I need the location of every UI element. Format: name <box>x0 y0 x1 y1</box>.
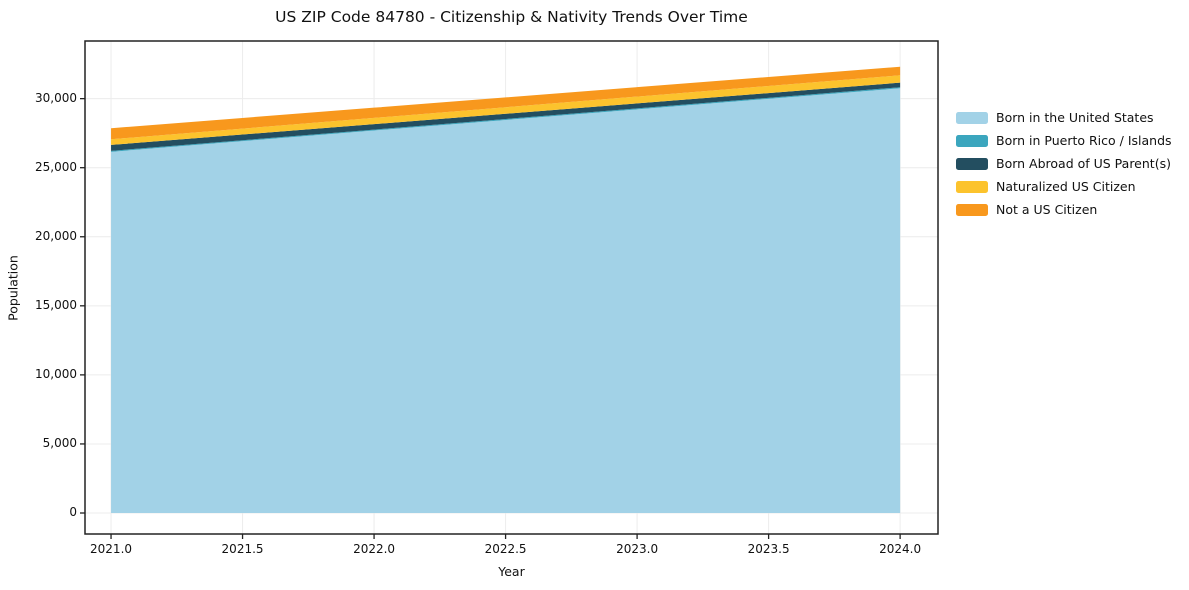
legend-swatch <box>956 111 988 124</box>
legend-label: Naturalized US Citizen <box>996 179 1136 194</box>
area-series <box>111 75 901 145</box>
legend-label: Born Abroad of US Parent(s) <box>996 156 1171 171</box>
legend-item: Born in the United States <box>956 106 1172 129</box>
stacked-area-chart <box>80 40 939 539</box>
y-tick-label: 20,000 <box>35 228 77 243</box>
legend-label: Not a US Citizen <box>996 202 1098 217</box>
x-tick-label: 2021.0 <box>90 542 133 556</box>
legend-item: Born in Puerto Rico / Islands <box>956 129 1172 152</box>
legend-swatch <box>956 157 988 170</box>
y-tick-label: 5,000 <box>42 435 77 450</box>
y-tick-label: 30,000 <box>35 90 77 105</box>
x-tick-label: 2022.5 <box>484 542 527 556</box>
x-tick-label: 2024.0 <box>879 542 922 556</box>
x-tick-label: 2021.5 <box>221 542 264 556</box>
area-series <box>111 88 901 514</box>
legend-label: Born in the United States <box>996 110 1154 125</box>
x-tick-label: 2023.0 <box>616 542 659 556</box>
x-axis-label: Year <box>498 564 525 579</box>
x-tick-label: 2023.5 <box>747 542 790 556</box>
legend-swatch <box>956 203 988 216</box>
legend-swatch <box>956 180 988 193</box>
x-tick-label: 2022.0 <box>353 542 396 556</box>
legend-swatch <box>956 134 988 147</box>
legend: Born in the United States Born in Puerto … <box>956 106 1172 221</box>
plot-area <box>80 40 939 539</box>
area-series <box>111 66 901 140</box>
legend-label: Born in Puerto Rico / Islands <box>996 133 1172 148</box>
y-tick-label: 0 <box>69 505 77 519</box>
legend-item: Born Abroad of US Parent(s) <box>956 152 1172 175</box>
area-series <box>111 87 901 152</box>
y-tick-label: 15,000 <box>35 297 77 312</box>
legend-item: Naturalized US Citizen <box>956 175 1172 198</box>
y-tick-label: 10,000 <box>35 366 77 381</box>
y-tick-label: 25,000 <box>35 159 77 174</box>
legend-item: Not a US Citizen <box>956 198 1172 221</box>
chart-title: US ZIP Code 84780 - Citizenship & Nativi… <box>275 8 748 26</box>
axes-frame <box>84 40 939 535</box>
area-series <box>111 82 901 151</box>
